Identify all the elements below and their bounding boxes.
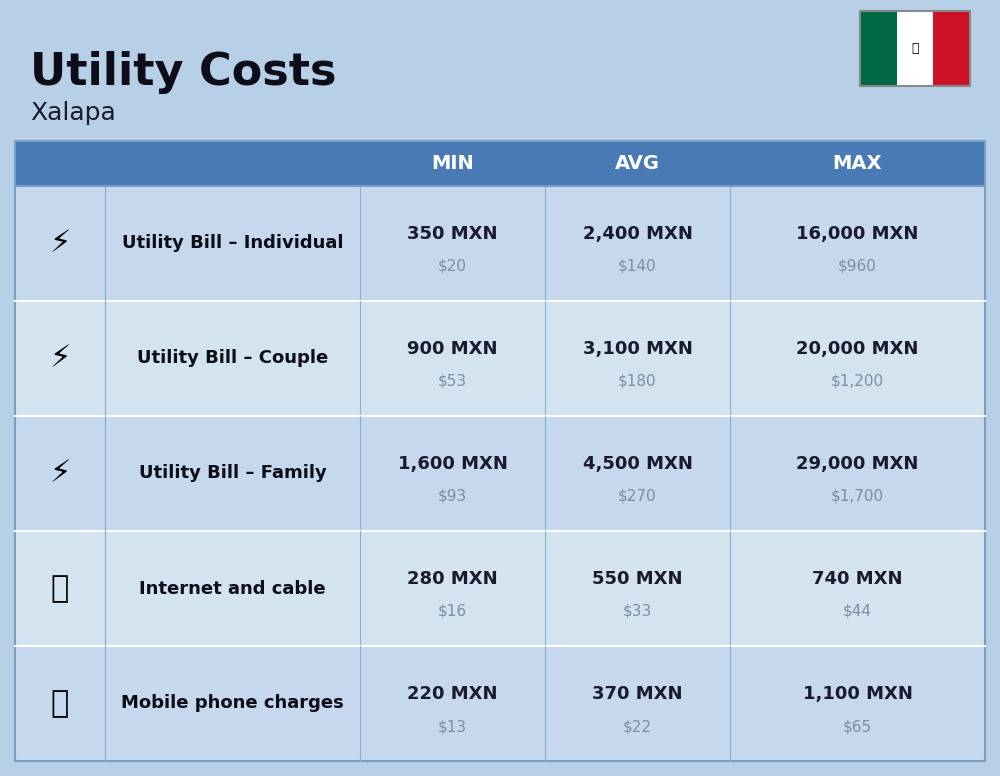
Text: $140: $140 (618, 259, 657, 274)
FancyBboxPatch shape (15, 531, 985, 646)
Text: 📶: 📶 (51, 574, 69, 603)
Text: $20: $20 (438, 259, 467, 274)
FancyBboxPatch shape (15, 416, 985, 531)
Text: 900 MXN: 900 MXN (407, 341, 498, 359)
Text: 📱: 📱 (51, 689, 69, 718)
Text: Utility Bill – Individual: Utility Bill – Individual (122, 234, 343, 252)
Text: $1,200: $1,200 (831, 374, 884, 389)
Text: $270: $270 (618, 489, 657, 504)
Text: 1,100 MXN: 1,100 MXN (803, 685, 912, 703)
Text: $13: $13 (438, 719, 467, 734)
Text: AVG: AVG (615, 154, 660, 173)
Text: $180: $180 (618, 374, 657, 389)
Text: $65: $65 (843, 719, 872, 734)
Text: $44: $44 (843, 604, 872, 619)
Text: 220 MXN: 220 MXN (407, 685, 498, 703)
Text: 1,600 MXN: 1,600 MXN (398, 456, 507, 473)
Text: 550 MXN: 550 MXN (592, 570, 683, 588)
Text: $93: $93 (438, 489, 467, 504)
Text: 🦅: 🦅 (911, 42, 919, 55)
FancyBboxPatch shape (15, 186, 985, 301)
Text: 20,000 MXN: 20,000 MXN (796, 341, 919, 359)
Text: ⚡: ⚡ (49, 344, 71, 373)
Text: $33: $33 (623, 604, 652, 619)
Text: Utility Bill – Family: Utility Bill – Family (139, 465, 326, 483)
Text: MAX: MAX (833, 154, 882, 173)
FancyBboxPatch shape (15, 531, 105, 646)
Text: 350 MXN: 350 MXN (407, 225, 498, 244)
Text: 16,000 MXN: 16,000 MXN (796, 225, 919, 244)
Text: Utility Bill – Couple: Utility Bill – Couple (137, 349, 328, 368)
Text: $1,700: $1,700 (831, 489, 884, 504)
Text: MIN: MIN (431, 154, 474, 173)
Text: ⚡: ⚡ (49, 229, 71, 258)
Text: $16: $16 (438, 604, 467, 619)
FancyBboxPatch shape (15, 646, 985, 761)
FancyBboxPatch shape (15, 416, 105, 531)
Text: 29,000 MXN: 29,000 MXN (796, 456, 919, 473)
Text: ⚡: ⚡ (49, 459, 71, 488)
Text: 3,100 MXN: 3,100 MXN (583, 341, 692, 359)
FancyBboxPatch shape (860, 11, 897, 86)
Text: $22: $22 (623, 719, 652, 734)
Text: Mobile phone charges: Mobile phone charges (121, 695, 344, 712)
Text: 280 MXN: 280 MXN (407, 570, 498, 588)
FancyBboxPatch shape (15, 141, 985, 186)
FancyBboxPatch shape (15, 646, 105, 761)
Text: 370 MXN: 370 MXN (592, 685, 683, 703)
Text: 2,400 MXN: 2,400 MXN (583, 225, 692, 244)
FancyBboxPatch shape (15, 301, 985, 416)
FancyBboxPatch shape (15, 186, 105, 301)
FancyBboxPatch shape (933, 11, 970, 86)
Text: 4,500 MXN: 4,500 MXN (583, 456, 692, 473)
Text: Utility Costs: Utility Costs (30, 51, 336, 94)
Text: Internet and cable: Internet and cable (139, 580, 326, 598)
Text: 740 MXN: 740 MXN (812, 570, 903, 588)
Text: Xalapa: Xalapa (30, 101, 116, 125)
Text: $53: $53 (438, 374, 467, 389)
Text: $960: $960 (838, 259, 877, 274)
FancyBboxPatch shape (15, 301, 105, 416)
FancyBboxPatch shape (897, 11, 933, 86)
